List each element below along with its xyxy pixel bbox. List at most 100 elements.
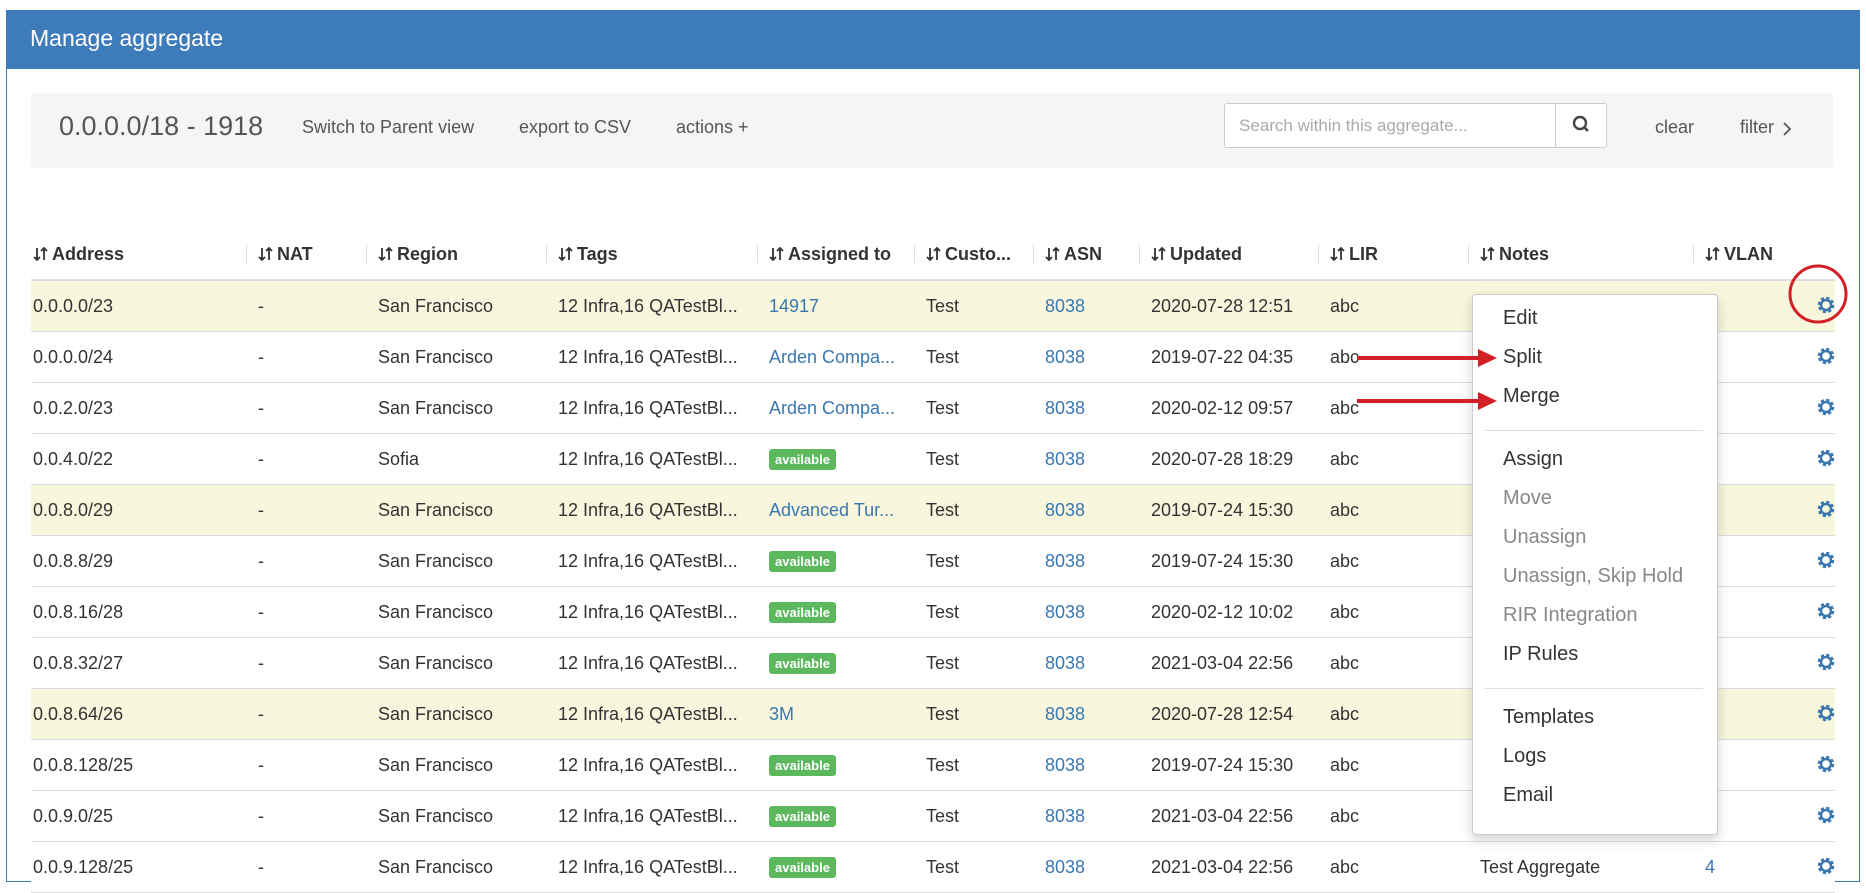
cell-tags: 12 Infra,16 QATestBl... xyxy=(558,449,738,469)
cell-assigned[interactable]: available xyxy=(769,449,836,470)
cell-updated: 2020-02-12 10:02 xyxy=(1151,602,1294,622)
filter-chevron xyxy=(1783,122,1792,136)
cell-updated: 2019-07-22 04:35 xyxy=(1151,347,1294,367)
context-menu: Edit Split Merge Assign Move Unassign Unassign… xyxy=(1472,294,1718,835)
column-header[interactable]: Assigned to xyxy=(769,244,891,265)
cell-nat: - xyxy=(258,755,264,775)
column-header[interactable]: LIR xyxy=(1330,244,1378,265)
cell-assigned[interactable]: Arden Compa... xyxy=(769,398,896,418)
cell-asn[interactable]: 8038 xyxy=(1045,755,1086,775)
cell-assigned[interactable]: available xyxy=(769,653,836,674)
header-border xyxy=(31,279,1835,281)
cell-assigned[interactable]: Arden Compa... xyxy=(769,347,896,367)
cell-address: 0.0.0.0/23 xyxy=(33,296,114,316)
column-header[interactable]: Region xyxy=(378,244,458,265)
filter-link[interactable]: filter xyxy=(1740,117,1775,137)
gear-button[interactable] xyxy=(1815,702,1837,724)
column-header[interactable]: Address xyxy=(33,244,124,265)
search-input[interactable]: Search within this aggregate... xyxy=(1224,103,1557,148)
cell-nat: - xyxy=(258,500,264,520)
menu-item[interactable]: Templates xyxy=(1503,706,1595,728)
column-header[interactable]: NAT xyxy=(258,244,313,265)
cell-assigned[interactable]: available xyxy=(769,551,836,572)
gear-button[interactable] xyxy=(1815,600,1837,622)
clear-link[interactable]: clear xyxy=(1655,117,1695,137)
column-divider xyxy=(1033,245,1034,263)
cell-assigned[interactable]: 14917 xyxy=(769,296,820,316)
column-header[interactable]: Notes xyxy=(1480,244,1549,265)
cell-asn[interactable]: 8038 xyxy=(1045,602,1086,622)
cell-asn[interactable]: 8038 xyxy=(1045,398,1086,418)
cell-region: San Francisco xyxy=(378,602,494,622)
cell-asn[interactable]: 8038 xyxy=(1045,500,1086,520)
column-header[interactable]: Updated xyxy=(1151,244,1242,265)
cell-address: 0.0.9.0/25 xyxy=(33,806,114,826)
cell-address: 0.0.8.0/29 xyxy=(33,500,114,520)
cell-asn[interactable]: 8038 xyxy=(1045,653,1086,673)
cell-asn[interactable]: 8038 xyxy=(1045,449,1086,469)
column-header[interactable]: Custo... xyxy=(926,244,1011,265)
cell-customer: Test xyxy=(926,500,960,520)
column-header[interactable]: ASN xyxy=(1045,244,1102,265)
table-row[interactable]: 0.0.4.0/22 - Sofia 12 Infra,16 QATestBl... a… xyxy=(31,434,1835,485)
column-label: Address xyxy=(52,244,125,264)
cell-asn[interactable]: 8038 xyxy=(1045,296,1086,316)
cell-updated: 2021-03-04 22:56 xyxy=(1151,653,1294,673)
column-divider xyxy=(1468,245,1469,263)
menu-item[interactable]: Email xyxy=(1503,784,1554,806)
gear-button[interactable] xyxy=(1815,396,1837,418)
cell-customer: Test xyxy=(926,755,960,775)
column-header[interactable]: VLAN xyxy=(1705,244,1773,265)
cell-lir: abc xyxy=(1330,653,1360,673)
menu-item[interactable]: Split xyxy=(1503,346,1542,368)
cell-region: San Francisco xyxy=(378,500,494,520)
menu-item[interactable]: Assign xyxy=(1503,448,1564,470)
column-label: Region xyxy=(397,244,458,264)
cell-tags: 12 Infra,16 QATestBl... xyxy=(558,602,738,622)
cell-updated: 2020-07-28 18:29 xyxy=(1151,449,1294,469)
gear-button[interactable] xyxy=(1815,753,1837,775)
menu-item: Unassign xyxy=(1503,526,1587,548)
gear-button[interactable] xyxy=(1815,804,1837,826)
cell-assigned[interactable]: Advanced Tur... xyxy=(769,500,895,520)
cell-assigned[interactable]: available xyxy=(769,806,836,827)
toolbar-link[interactable]: Switch to Parent view xyxy=(302,117,475,137)
column-divider xyxy=(546,245,547,263)
toolbar-link[interactable]: actions + xyxy=(676,117,749,137)
cell-assigned[interactable]: available xyxy=(769,602,836,623)
cell-updated: 2020-02-12 09:57 xyxy=(1151,398,1294,418)
gear-button[interactable] xyxy=(1815,498,1837,520)
menu-item[interactable]: Logs xyxy=(1503,745,1547,767)
column-header[interactable]: Tags xyxy=(558,244,618,265)
menu-item: Move xyxy=(1503,487,1552,509)
gear-button[interactable] xyxy=(1815,447,1837,469)
table-row[interactable]: 0.0.9.0/25 - San Francisco 12 Infra,16 QATe… xyxy=(31,791,1835,842)
gear-button[interactable] xyxy=(1815,651,1837,673)
toolbar-link[interactable]: export to CSV xyxy=(519,117,632,137)
menu-item[interactable]: Merge xyxy=(1503,385,1560,407)
column-label: NAT xyxy=(277,244,313,264)
cell-customer: Test xyxy=(926,347,960,367)
gear-button[interactable] xyxy=(1815,345,1837,367)
cell-asn[interactable]: 8038 xyxy=(1045,347,1086,367)
cell-asn[interactable]: 8038 xyxy=(1045,806,1086,826)
cell-customer: Test xyxy=(926,602,960,622)
cell-customer: Test xyxy=(926,551,960,571)
cell-nat: - xyxy=(258,551,264,571)
cell-assigned[interactable]: available xyxy=(769,755,836,776)
cell-address: 0.0.8.128/25 xyxy=(33,755,134,775)
gear-button[interactable] xyxy=(1815,294,1837,316)
cell-assigned[interactable]: 3M xyxy=(769,704,795,724)
gear-button[interactable] xyxy=(1815,855,1837,877)
cell-nat: - xyxy=(258,296,264,316)
cell-asn[interactable]: 8038 xyxy=(1045,704,1086,724)
gear-button[interactable] xyxy=(1815,549,1837,571)
cell-address: 0.0.2.0/23 xyxy=(33,398,114,418)
cell-vlan[interactable]: 4 xyxy=(1705,857,1716,877)
menu-item[interactable]: IP Rules xyxy=(1503,643,1579,665)
search-button[interactable] xyxy=(1555,103,1607,148)
cell-updated: 2019-07-24 15:30 xyxy=(1151,500,1294,520)
menu-item[interactable]: Edit xyxy=(1503,307,1538,329)
cell-asn[interactable]: 8038 xyxy=(1045,551,1086,571)
column-label: ASN xyxy=(1064,244,1103,264)
